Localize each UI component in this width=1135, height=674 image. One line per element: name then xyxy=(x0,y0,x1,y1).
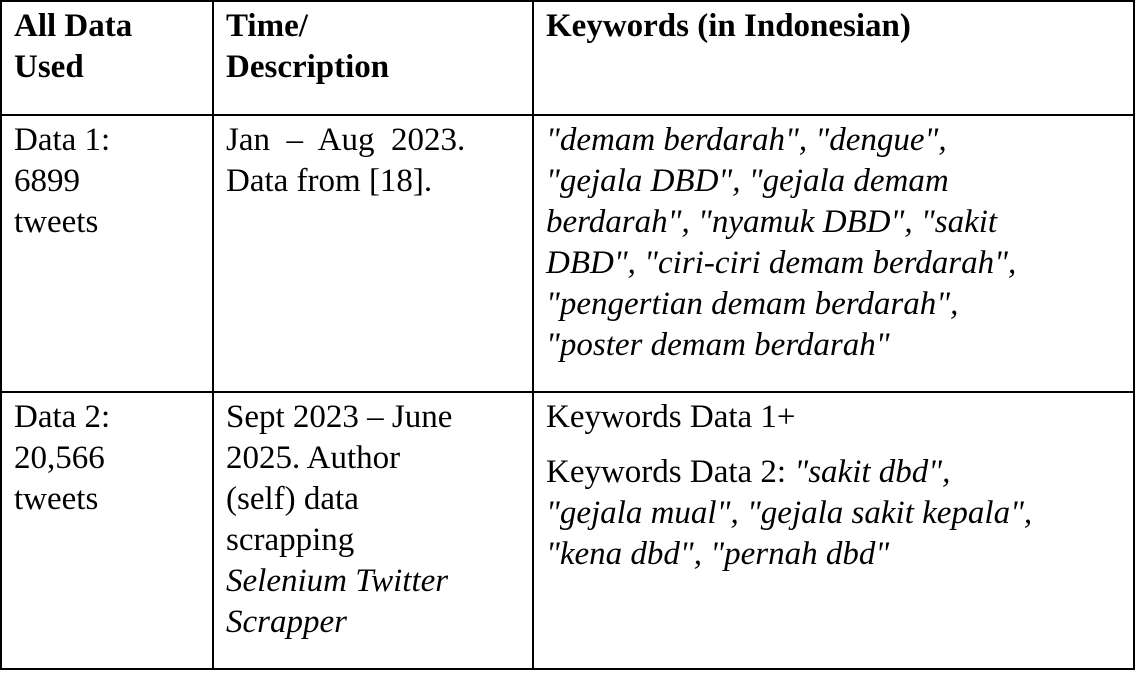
keyword-line: DBD", "ciri-ciri demam berdarah", xyxy=(546,245,1017,281)
keyword-line: "gejala mual", "gejala sakit kepala", xyxy=(546,495,1033,531)
cell-text: scrapping xyxy=(226,522,355,558)
cell-text: 20,566 xyxy=(14,440,105,476)
keyword-line: berdarah", "nyamuk DBD", "sakit xyxy=(546,204,998,240)
cell-time-description: Jan – Aug 2023. Data from [18]. xyxy=(212,114,534,393)
header-text: Time/ xyxy=(226,8,308,44)
header-text: Used xyxy=(14,49,84,85)
keyword-label: Keywords Data 2: xyxy=(546,454,795,490)
cell-text: (self) data xyxy=(226,481,359,517)
header-time-description: Time/ Description xyxy=(212,0,534,116)
table-row: Data 1: 6899 tweets Jan – Aug 2023. Data… xyxy=(0,114,1135,393)
cell-text: tweets xyxy=(14,481,99,517)
cell-text: Data 2: xyxy=(14,399,111,435)
keyword-line: "gejala DBD", "gejala demam xyxy=(546,163,949,199)
keyword-line: "demam berdarah", "dengue", xyxy=(546,122,947,158)
tool-name-text: Selenium Twitter xyxy=(226,563,449,599)
tool-name-text: Scrapper xyxy=(226,604,347,640)
cell-text: 2025. Author xyxy=(226,440,401,476)
cell-text: Sept 2023 – June xyxy=(226,399,453,435)
keyword-line: Keywords Data 2: "sakit dbd", xyxy=(546,452,1121,493)
keyword-intro: Keywords Data 1+ xyxy=(546,399,796,435)
cell-data-used: Data 1: 6899 tweets xyxy=(0,114,214,393)
cell-keywords: "demam berdarah", "dengue", "gejala DBD"… xyxy=(532,114,1135,393)
cell-keywords: Keywords Data 1+ Keywords Data 2: "sakit… xyxy=(532,391,1135,670)
spacer xyxy=(546,438,1121,452)
cell-text: 6899 xyxy=(14,163,80,199)
keyword-line: "poster demam berdarah" xyxy=(546,327,890,363)
keyword-first: "sakit dbd", xyxy=(794,454,951,490)
cell-text: Data from [18]. xyxy=(226,163,433,199)
header-row: All Data Used Time/ Description Keywords… xyxy=(0,0,1135,116)
header-text: All Data xyxy=(14,8,133,44)
keyword-line: "kena dbd", "pernah dbd" xyxy=(546,536,890,572)
cell-data-used: Data 2: 20,566 tweets xyxy=(0,391,214,670)
header-keywords: Keywords (in Indonesian) xyxy=(532,0,1135,116)
header-text: Keywords (in Indonesian) xyxy=(546,8,911,44)
cell-text: tweets xyxy=(14,204,99,240)
cell-text: Jan – Aug 2023. xyxy=(226,122,466,158)
table-row: Data 2: 20,566 tweets Sept 2023 – June 2… xyxy=(0,391,1135,670)
cell-time-description: Sept 2023 – June 2025. Author (self) dat… xyxy=(212,391,534,670)
cell-text: Data 1: xyxy=(14,122,111,158)
header-all-data-used: All Data Used xyxy=(0,0,214,116)
keyword-line: "pengertian demam berdarah", xyxy=(546,286,959,322)
header-text: Description xyxy=(226,49,390,85)
